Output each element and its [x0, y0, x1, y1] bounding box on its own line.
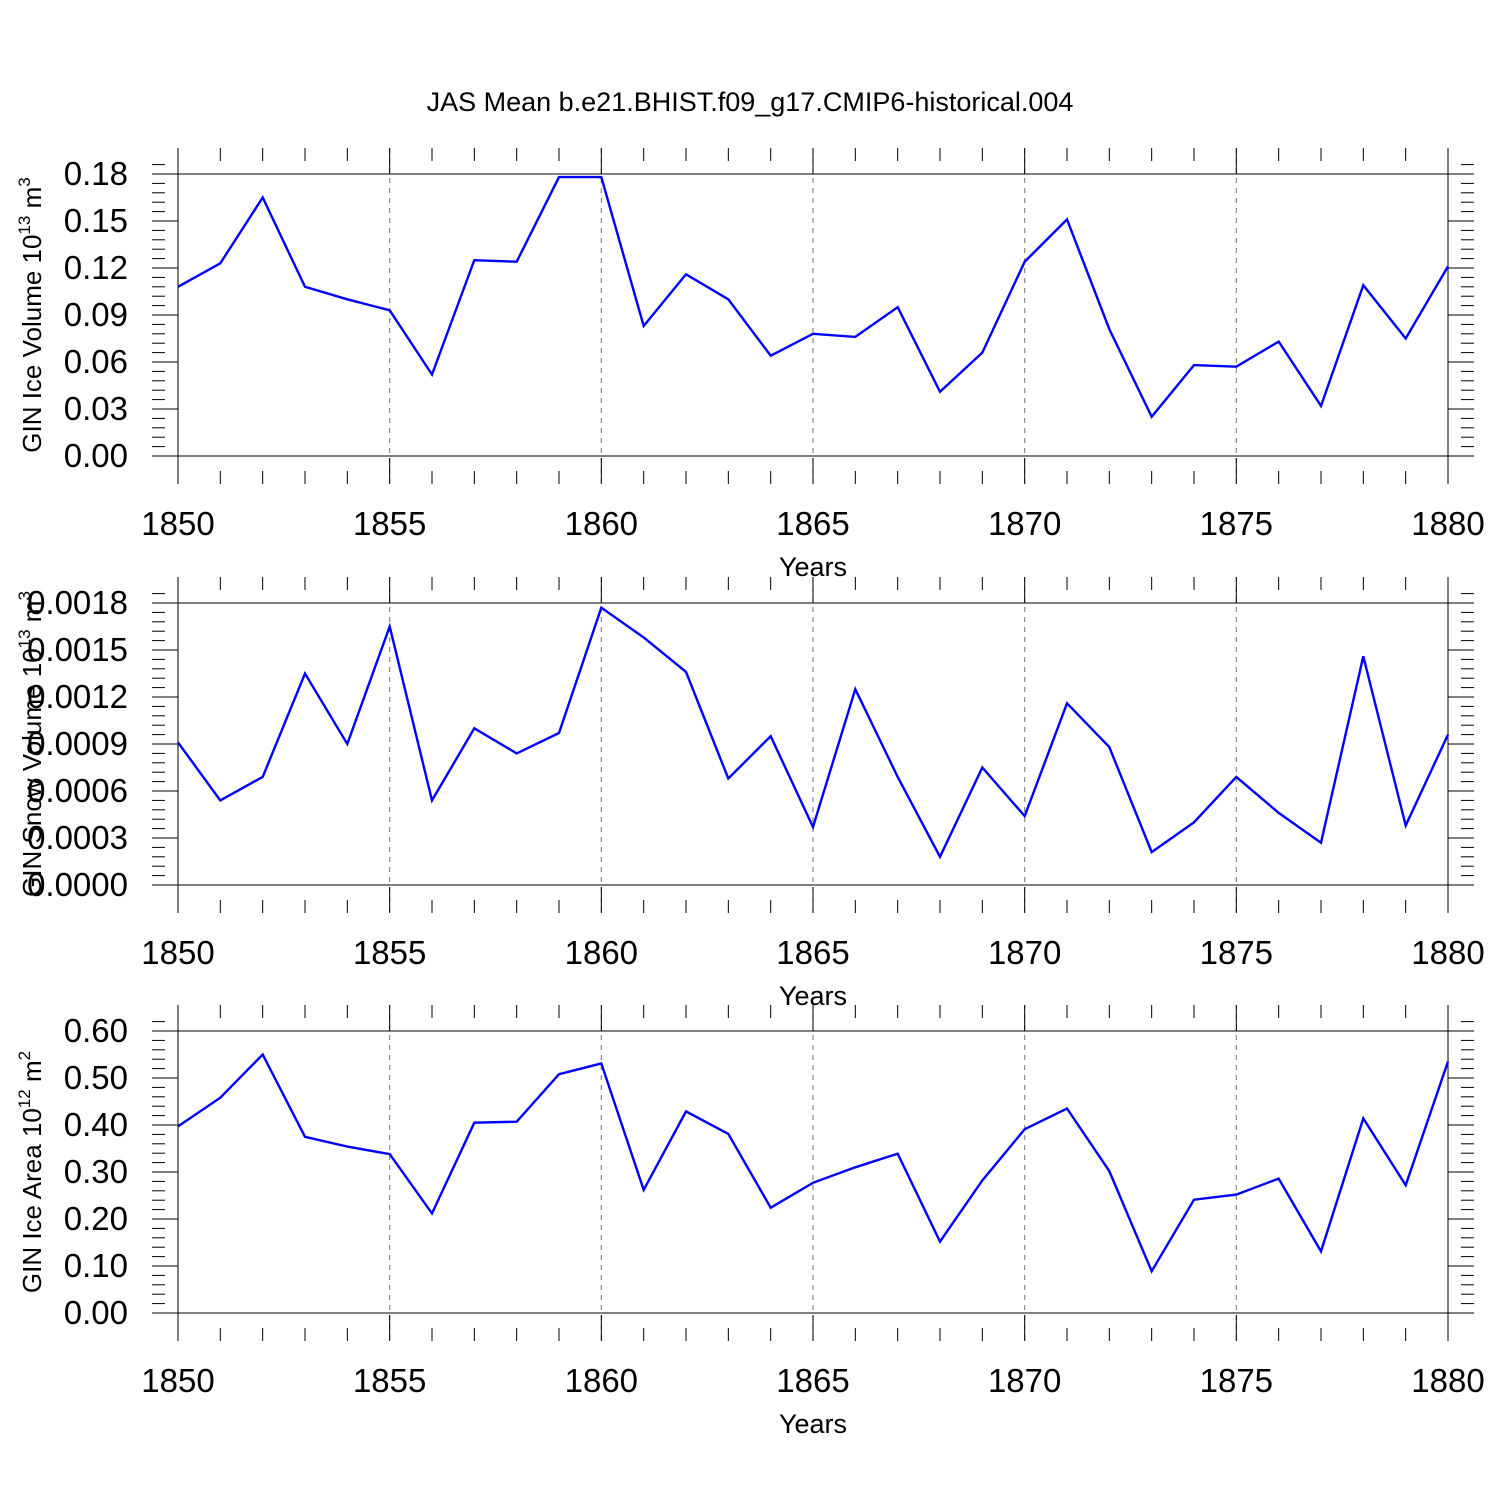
y-axis-title: GIN Snow Volume 1013 m3: [15, 591, 47, 897]
x-tick-label: 1855: [353, 505, 426, 542]
y-tick-label: 0.0015: [27, 631, 128, 668]
y-tick-label: 0.0009: [27, 725, 128, 762]
x-tick-label: 1860: [565, 1362, 638, 1399]
y-tick-label: 0.50: [64, 1059, 128, 1096]
chart-panel-1: 0.00 0.03 0.06 0.09 0.12 0.15 0.18 1850 1855 1860…: [15, 148, 1485, 582]
y-tick-label: 0.18: [64, 155, 128, 192]
x-tick-label: 1875: [1200, 505, 1273, 542]
y-axis-title: GIN Ice Volume 1013 m3: [15, 177, 47, 453]
y-tick-label: 0.15: [64, 202, 128, 239]
x-axis-title: Years: [779, 1409, 847, 1439]
y-tick-label: 0.12: [64, 249, 128, 286]
y-axis-title: GIN Ice Area 1012 m2: [15, 1051, 47, 1293]
x-tick-label: 1880: [1411, 934, 1484, 971]
x-tick-label: 1880: [1411, 505, 1484, 542]
x-tick-label: 1855: [353, 1362, 426, 1399]
y-tick-label: 0.06: [64, 343, 128, 380]
y-tick-label: 0.0006: [27, 772, 128, 809]
y-tick-label: 0.0012: [27, 678, 128, 715]
x-tick-label: 1870: [988, 934, 1061, 971]
figure-title: JAS Mean b.e21.BHIST.f09_g17.CMIP6-histo…: [427, 87, 1074, 117]
y-tick-label: 0.20: [64, 1200, 128, 1237]
y-tick-label: 0.10: [64, 1247, 128, 1284]
y-tick-label: 0.30: [64, 1153, 128, 1190]
x-tick-label: 1875: [1200, 934, 1273, 971]
x-tick-label: 1865: [776, 934, 849, 971]
series-line: [177, 175, 1450, 420]
y-tick-label: 0.0000: [27, 866, 128, 903]
y-tick-label: 0.40: [64, 1106, 128, 1143]
x-tick-label: 1865: [776, 1362, 849, 1399]
chart-panel-2: 0.0000 0.0003 0.0006 0.0009 0.0012 0.0015 0.00…: [15, 577, 1485, 1011]
x-tick-label: 1855: [353, 934, 426, 971]
x-tick-label: 1850: [141, 1362, 214, 1399]
x-tick-label: 1880: [1411, 1362, 1484, 1399]
x-tick-label: 1850: [141, 934, 214, 971]
y-tick-label: 0.03: [64, 390, 128, 427]
chart-panel-3: 0.00 0.10 0.20 0.30 0.40 0.50 0.60 1850 1855 1860…: [15, 1005, 1485, 1439]
series-line: [177, 1052, 1450, 1274]
y-tick-label: 0.0003: [27, 819, 128, 856]
x-tick-label: 1860: [565, 505, 638, 542]
series-line: [177, 605, 1450, 860]
y-tick-label: 0.00: [64, 1294, 128, 1331]
x-tick-label: 1875: [1200, 1362, 1273, 1399]
x-tick-label: 1865: [776, 505, 849, 542]
x-tick-label: 1860: [565, 934, 638, 971]
y-tick-label: 0.09: [64, 296, 128, 333]
x-tick-label: 1870: [988, 505, 1061, 542]
x-tick-label: 1850: [141, 505, 214, 542]
y-tick-label: 0.60: [64, 1012, 128, 1049]
chart-panels: 0.00 0.03 0.06 0.09 0.12 0.15 0.18 1850 1855 1860…: [15, 148, 1485, 1439]
x-tick-label: 1870: [988, 1362, 1061, 1399]
y-tick-label: 0.0018: [27, 584, 128, 621]
y-tick-label: 0.00: [64, 437, 128, 474]
